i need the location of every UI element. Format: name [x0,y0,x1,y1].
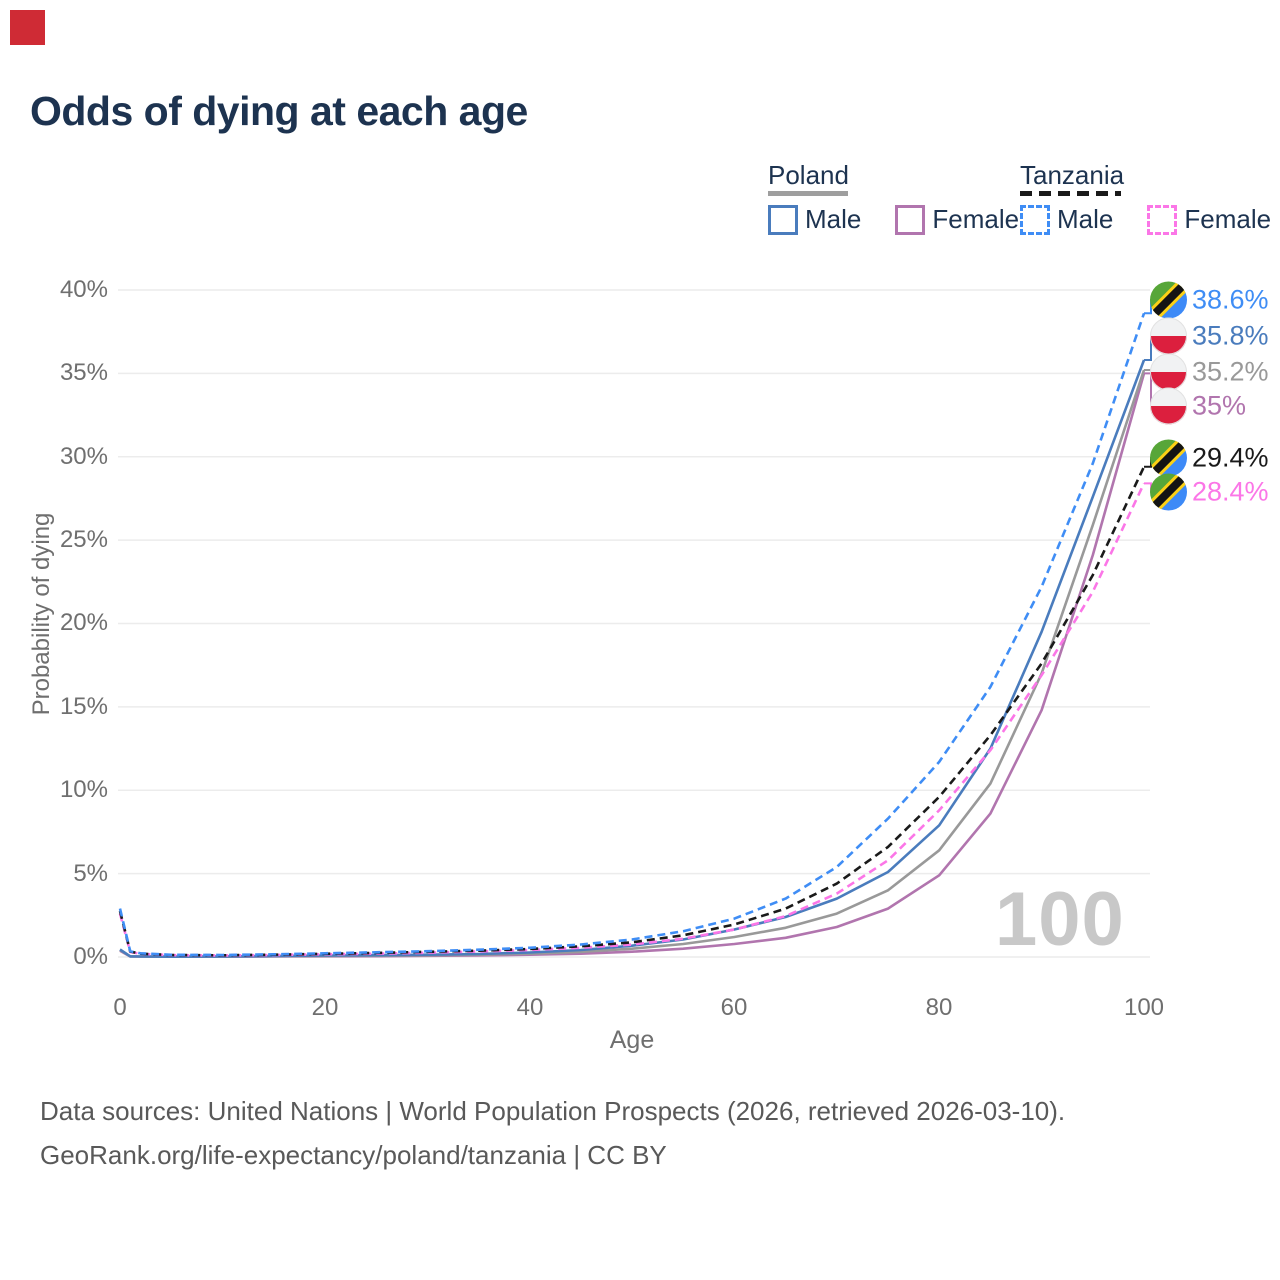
tanzania-flag-icon [1150,473,1187,511]
x-tick-60: 60 [720,994,748,1021]
line-poland-male[interactable] [119,359,1146,958]
x-tick-0: 0 [113,994,127,1021]
end-label-tanzania-both[interactable]: 29.4% [1150,439,1269,477]
end-label-poland-female[interactable]: 35% [1150,387,1247,425]
age-watermark: 100 [995,877,1125,962]
y-tick-5: 5% [73,860,108,887]
legend-tanzania-line-sample [1020,191,1121,196]
chart-title: Odds of dying at each age [30,88,528,134]
legend-poland-line-sample [768,191,848,196]
y-tick-0: 0% [73,943,108,970]
legend-tanzania-items: Male Female [1020,204,1271,235]
end-label-tanzania-female[interactable]: 28.4% [1150,473,1269,511]
y-tick-15: 15% [59,693,108,720]
tanzania-female-swatch-icon [1147,204,1178,235]
legend-label: Male [1057,204,1114,234]
x-tick-40: 40 [516,994,544,1021]
end-label-tanzania-male[interactable]: 38.6% [1150,281,1269,319]
y-tick-10: 10% [59,776,108,803]
line-tanzania-female[interactable] [118,482,1146,957]
tanzania-flag-icon [1150,439,1187,477]
legend-item-tanzania-male[interactable]: Male [1020,204,1113,235]
end-label-poland-both[interactable]: 35.2% [1150,353,1269,391]
poland-flag-icon [1150,353,1187,391]
end-value: 29.4% [1192,442,1269,473]
x-tick-20: 20 [311,994,339,1021]
end-label-poland-male[interactable]: 35.8% [1150,317,1269,355]
end-value: 35.8% [1192,320,1269,351]
poland-flag-icon [1150,387,1187,425]
legend-label: Male [805,204,862,234]
red-square-marker [10,10,45,45]
y-tick-30: 30% [59,443,108,470]
poland-male-swatch-icon [768,204,798,235]
attribution-link-text[interactable]: GeoRank.org/life-expectancy/poland/tanza… [40,1140,667,1170]
end-value: 35% [1192,390,1247,421]
tanzania-flag-icon [1150,281,1187,319]
y-tick-35: 35% [59,359,108,386]
line-poland-both-sexes[interactable] [119,369,1146,958]
end-value: 35.2% [1192,356,1269,387]
legend-item-poland-female[interactable]: Female [895,204,1019,235]
x-axis-title: Age [609,1026,655,1054]
data-sources-text: Data sources: United Nations | World Pop… [40,1096,1066,1126]
legend-label: Female [1184,204,1272,234]
legend-label: Female [932,204,1020,234]
end-value: 28.4% [1192,476,1269,507]
line-poland-female[interactable] [119,373,1146,958]
legend-item-poland-male[interactable]: Male [768,204,861,235]
y-tick-25: 25% [59,526,108,553]
y-tick-40: 40% [59,276,108,303]
legend-item-tanzania-female[interactable]: Female [1147,204,1271,235]
x-tick-100: 100 [1123,994,1165,1021]
poland-flag-icon [1150,317,1187,355]
legend-group-tanzania-title[interactable]: Tanzania [1020,160,1125,190]
x-tick-80: 80 [925,994,953,1021]
poland-female-swatch-icon [895,204,926,235]
tanzania-male-swatch-icon [1020,204,1050,235]
legend-group-poland-title[interactable]: Poland [768,160,849,190]
line-tanzania-male[interactable] [118,312,1146,957]
y-tick-20: 20% [59,609,108,636]
end-value: 38.6% [1192,284,1269,315]
legend-poland-items: Male Female [768,204,1019,235]
